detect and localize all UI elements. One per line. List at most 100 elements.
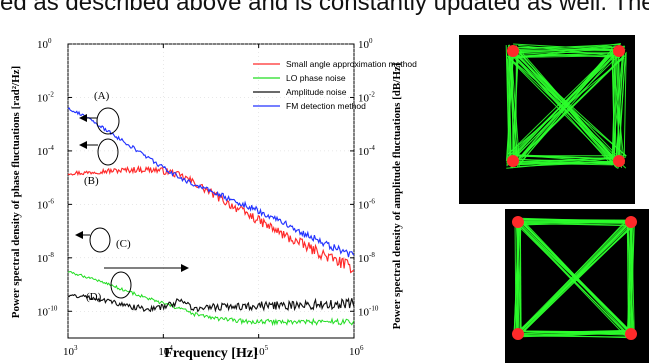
annotation-label-c: (C) [116, 238, 131, 250]
constellation-node-2 [625, 328, 637, 340]
trajectory-line-5-14 [507, 58, 613, 158]
series-small-angle [67, 164, 355, 274]
left-y-tick-label-2: 10-4 [37, 144, 54, 158]
trajectory-line-1-10 [614, 54, 617, 154]
bottom-image-nodes [512, 216, 637, 340]
trajectory-line-0-10 [509, 51, 620, 54]
series-lo-phase-path [67, 271, 355, 327]
trajectory-line-5-12 [510, 49, 613, 169]
trajectory-line-2-3 [508, 162, 614, 166]
constellation-node-1 [613, 45, 625, 57]
x-tick-label-2: 105 [254, 344, 269, 358]
trajectory-line-4-14 [516, 50, 625, 164]
annotation-label-b: (B) [84, 175, 99, 187]
trajectory-line-0-10 [519, 217, 631, 223]
top-right-image-graphic [459, 35, 635, 204]
trajectory-line-4-11 [507, 57, 619, 169]
right-y-tick-label-0: 100 [358, 37, 373, 51]
constellation-node-1 [625, 216, 637, 228]
trajectory-line-2-11 [516, 330, 631, 335]
trajectory-line-0-12 [513, 43, 612, 51]
right-y-tick-label-2: 10-4 [358, 144, 375, 158]
left-y-tick-label-0: 100 [37, 37, 52, 51]
trajectory-line-5-11 [517, 222, 632, 337]
top-right-image [459, 35, 635, 204]
x-tick-label-0: 103 [63, 344, 78, 358]
annotation-layer: (A) (B) (C) (D) [75, 90, 189, 303]
trajectory-line-1-13 [623, 51, 627, 155]
annotation-circle-d [110, 271, 132, 299]
right-y-tick-label-4: 10-8 [358, 251, 375, 265]
right-axis-title: Power spectral density of amplitude fluc… [391, 63, 403, 330]
series-amplitude [67, 293, 355, 313]
trajectory-line-5-8 [518, 218, 630, 332]
bottom-image-lines [513, 217, 636, 339]
x-tick-label-3: 106 [349, 344, 364, 358]
series-fm-detection-path [67, 107, 355, 258]
trajectory-line-1-14 [617, 53, 620, 167]
trajectory-line-1-9 [630, 220, 634, 334]
right-y-tick-label-3: 10-6 [358, 197, 375, 211]
trajectory-line-0-11 [515, 218, 628, 224]
trajectory-line-2-6 [517, 335, 634, 338]
annotation-label-d: (D) [86, 291, 102, 303]
x-tick-label-1: 104 [158, 344, 173, 358]
psd-chart: 103 104 105 106 100 100 10-2 10-2 10-4 10-4 10-6 10… [10, 37, 417, 361]
trajectory-line-3-11 [510, 48, 520, 158]
series-amplitude-path [67, 293, 355, 313]
trajectory-line-3-10 [506, 53, 511, 161]
trajectory-line-5-15 [518, 57, 623, 159]
legend-label-lo-phase: LO phase noise [286, 73, 346, 83]
trajectory-line-5-13 [516, 55, 626, 162]
left-y-tick-label-3: 10-6 [37, 197, 54, 211]
left-axis-title: Power spectral density of phase fluctuat… [10, 66, 22, 318]
top-image-nodes [507, 45, 625, 167]
axis-label-layer: Frequency [Hz] Power spectral density of… [10, 63, 403, 361]
right-y-tick-label-1: 10-2 [358, 90, 375, 104]
annotation-circle-a [96, 107, 120, 135]
trajectory-line-1-11 [628, 223, 634, 332]
trajectory-line-5-11 [517, 49, 613, 167]
constellation-node-3 [507, 155, 519, 167]
constellation-node-2 [613, 155, 625, 167]
legend-label-amplitude: Amplitude noise [286, 87, 347, 97]
trajectory-line-2-14 [519, 158, 616, 165]
trajectory-line-3-15 [507, 58, 512, 158]
left-y-tick-label-5: 10-10 [37, 304, 58, 318]
trajectory-line-3-10 [515, 219, 521, 337]
constellation-node-3 [512, 328, 524, 340]
trajectory-line-4-15 [510, 54, 620, 166]
annotation-circle-b [97, 138, 119, 166]
bottom-right-image-graphic [505, 209, 649, 363]
series-layer [67, 107, 355, 327]
trajectory-line-0-8 [519, 222, 636, 227]
grid-layer [67, 43, 355, 338]
series-fm-detection [67, 107, 355, 258]
top-text-strip: ed as described above and is constantly … [0, 0, 649, 28]
bottom-right-image [505, 209, 649, 363]
top-text-snippet: ed as described above and is constantly … [0, 0, 649, 16]
top-image-lines [505, 43, 627, 169]
trajectory-line-1-10 [628, 225, 632, 331]
series-small-angle-path [67, 164, 355, 274]
trajectory-line-3-11 [513, 224, 519, 336]
trajectory-line-2-15 [518, 154, 622, 160]
trajectory-line-4-13 [518, 54, 621, 167]
constellation-node-0 [507, 45, 519, 57]
trajectory-line-1-9 [617, 58, 626, 164]
left-y-tick-label-1: 10-2 [37, 90, 54, 104]
legend: Small angle approximation method LO phas… [253, 59, 417, 111]
trajectory-line-1-12 [618, 50, 622, 168]
series-lo-phase [67, 271, 355, 327]
ticks-layer: 103 104 105 106 100 100 10-2 10-2 10-4 10-4 10-6 10… [37, 37, 379, 358]
legend-label-fm: FM detection method [286, 101, 366, 111]
trajectory-line-0-15 [515, 54, 614, 57]
x-axis-title: Frequency [Hz] [164, 346, 257, 361]
trajectory-line-3-9 [517, 221, 522, 331]
annotation-circle-c [89, 227, 111, 253]
legend-label-small-angle: Small angle approximation method [286, 59, 417, 69]
annotation-label-a: (A) [94, 90, 110, 102]
constellation-node-0 [512, 216, 524, 228]
right-y-tick-label-5: 10-10 [358, 304, 379, 318]
